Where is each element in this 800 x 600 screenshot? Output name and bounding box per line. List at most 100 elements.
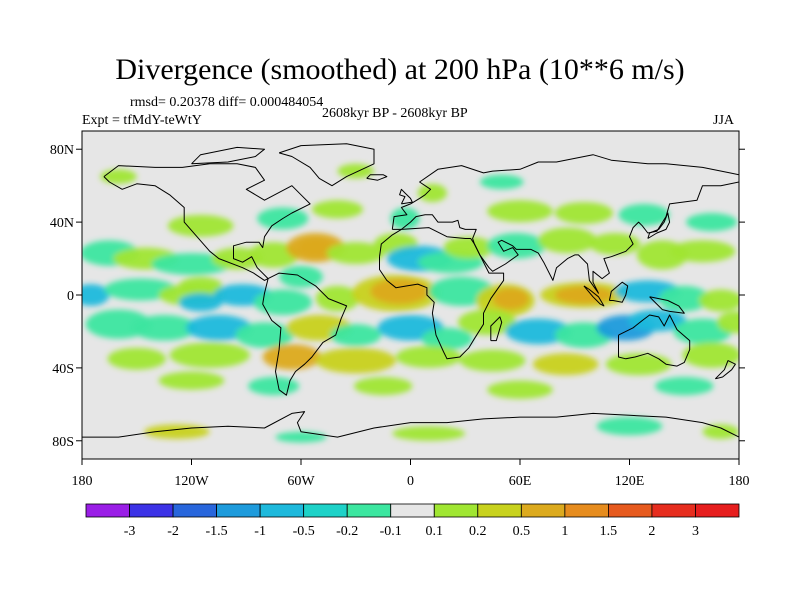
colorbar-swatch	[477, 503, 522, 518]
field-blob	[330, 324, 382, 347]
chart-title: Divergence (smoothed) at 200 hPa (10**6 …	[115, 53, 685, 86]
field-blob	[532, 353, 599, 376]
field-blob	[605, 353, 672, 376]
divergence-field	[82, 163, 739, 443]
field-blob	[311, 200, 364, 219]
field-blob	[186, 315, 252, 341]
lon-label: 120E	[615, 474, 645, 489]
stats-text: rmsd= 0.20378 diff= 0.000484054	[130, 95, 324, 110]
season-text: JJA	[713, 113, 735, 128]
lat-label: 80S	[52, 435, 74, 450]
coast-britain	[399, 188, 413, 205]
field-blob	[717, 311, 739, 334]
coast-australia	[618, 314, 691, 367]
colorbar-label: -1.5	[206, 524, 228, 539]
field-blob	[487, 200, 553, 223]
colorbar-swatch	[608, 503, 653, 518]
field-blob	[682, 342, 739, 368]
field-blob	[673, 318, 732, 345]
field-blob	[103, 278, 177, 301]
coast-africa	[379, 227, 505, 360]
experiment-text: Expt = tfMdY-teWtY	[82, 113, 202, 128]
field-blob	[457, 309, 517, 336]
field-blob	[395, 346, 462, 368]
field-blob	[248, 242, 300, 268]
field-blob	[459, 349, 526, 372]
coast-new-guinea	[649, 296, 685, 314]
field-blob	[275, 431, 327, 443]
field-blob	[487, 380, 553, 399]
colorbar-label: -0.2	[336, 524, 358, 539]
colorbar-swatch	[303, 503, 348, 518]
field-blob	[443, 236, 495, 259]
lat-label: 40S	[52, 362, 74, 377]
colorbar-label: -3	[124, 524, 136, 539]
field-blob	[131, 315, 197, 341]
coast-antarctica	[82, 411, 739, 438]
colorbar-label: 0.5	[513, 524, 531, 539]
colorbar-swatch	[259, 503, 305, 518]
field-blob	[596, 417, 663, 436]
field-blob	[479, 174, 524, 190]
coast-greenland	[278, 143, 375, 187]
map-axes: 80N 40N 0 40S 80S 180 120W 60W 0 60E 120E 180	[50, 143, 750, 489]
field-blob	[554, 285, 614, 305]
colorbar-label: -1	[254, 524, 266, 539]
lon-label: 180	[72, 474, 93, 489]
colorbar-label: 1.5	[600, 524, 618, 539]
lon-label: 0	[407, 474, 414, 489]
lat-label: 80N	[50, 143, 74, 158]
field-blob	[107, 347, 166, 370]
coast-eurasia	[391, 154, 739, 294]
field-blob	[421, 327, 473, 350]
field-blob	[353, 377, 413, 396]
field-blob	[248, 377, 300, 396]
field-blob	[370, 278, 429, 305]
coast-japan	[647, 212, 671, 239]
colorbar-label: 0.1	[426, 524, 444, 539]
field-blob	[235, 322, 294, 348]
field-blob	[505, 318, 572, 345]
colorbar-label: -0.5	[293, 524, 315, 539]
coast-borneo	[608, 281, 629, 303]
field-blob	[100, 169, 137, 184]
field-blob	[417, 183, 447, 203]
field-blob	[669, 240, 736, 263]
colorbar-swatch	[433, 503, 479, 518]
coast-new-zealand	[714, 360, 736, 380]
lat-label: 0	[67, 289, 74, 304]
coastlines	[82, 143, 739, 438]
field-blob	[178, 293, 223, 312]
field-blob	[392, 426, 466, 441]
field-blob	[167, 214, 234, 237]
lon-label: 120W	[174, 474, 209, 489]
colorbar-label: 0.2	[469, 524, 487, 539]
colorbar-swatch	[390, 503, 435, 518]
field-blob	[82, 284, 110, 306]
field-blob	[686, 213, 738, 232]
colorbar-label: 2	[648, 524, 655, 539]
field-blob	[487, 233, 546, 259]
colorbar-swatch	[346, 503, 392, 518]
field-blob	[297, 238, 334, 257]
field-blob	[618, 203, 670, 226]
coast-madagascar	[490, 316, 503, 342]
lon-label: 60E	[509, 474, 532, 489]
field-blob	[658, 285, 710, 312]
period-text: 2608kyr BP - 2608kyr BP	[322, 106, 468, 121]
field-blob	[158, 371, 225, 390]
colorbar-swatch	[695, 503, 740, 518]
field-blob	[315, 285, 360, 312]
field-blob	[492, 287, 530, 310]
colorbar-swatch	[520, 503, 566, 518]
field-blob	[390, 207, 420, 230]
field-blob	[554, 202, 614, 224]
colorbar-swatch	[85, 503, 130, 518]
colorbar-swatch	[129, 503, 174, 518]
coast-north-america	[103, 163, 311, 281]
field-blob	[702, 424, 739, 439]
colorbar-label: -0.1	[380, 524, 402, 539]
colorbar-swatch	[172, 503, 217, 518]
colorbar: -3 -2 -1.5 -1 -0.5 -0.2 -0.1 0.1 0.2 0.5 1 1.5 2 3	[85, 503, 740, 539]
